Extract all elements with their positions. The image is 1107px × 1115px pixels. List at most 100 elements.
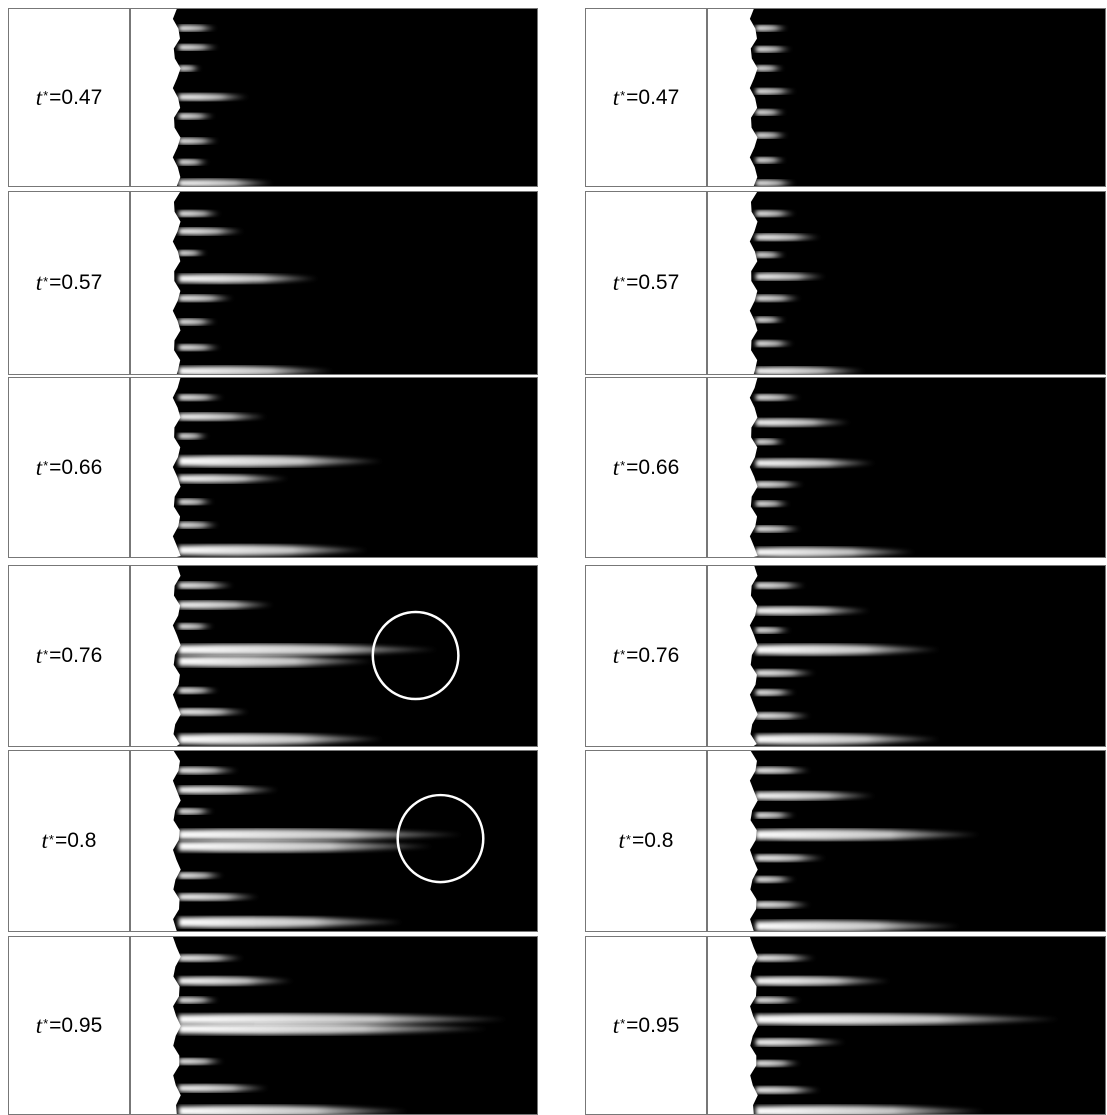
finger-plume (178, 582, 234, 589)
time-symbol: t (41, 828, 48, 853)
finger-plume (755, 109, 786, 116)
finger-plume (755, 394, 801, 401)
finger-plume (755, 500, 790, 507)
simulation-snapshot (130, 377, 538, 558)
finger-plume (755, 996, 801, 1004)
finger-plume (178, 344, 221, 351)
finger-plume (178, 808, 214, 815)
snapshot-canvas (131, 192, 334, 374)
simulation-snapshot (707, 936, 1106, 1115)
snapshot-canvas (708, 751, 980, 931)
time-superscript: * (625, 831, 631, 847)
finger-plume (178, 733, 383, 745)
finger-plume (178, 976, 294, 986)
finger-plume (178, 44, 219, 51)
finger-plume (755, 458, 876, 468)
light-fluid-region (708, 566, 758, 746)
time-label: t * =0.76 (585, 565, 707, 747)
simulation-snapshot (707, 191, 1106, 375)
finger-plume (755, 157, 786, 164)
time-label: t * =0.8 (585, 750, 707, 932)
time-value: =0.76 (49, 644, 103, 667)
snapshot-canvas (708, 9, 796, 186)
time-superscript: * (43, 1016, 49, 1031)
time-label: t * =0.57 (8, 191, 130, 375)
finger-plume (755, 976, 891, 986)
time-label: t * =0.47 (585, 8, 707, 187)
finger-plume (178, 600, 274, 609)
finger-plume (178, 1058, 224, 1065)
time-symbol: t (612, 1012, 620, 1038)
finger-plume (178, 997, 219, 1004)
time-label: t * =0.57 (585, 191, 707, 375)
finger-plume (178, 544, 368, 556)
time-superscript: * (620, 458, 626, 473)
finger-plume (755, 88, 796, 95)
snapshot-canvas (131, 378, 383, 557)
simulation-snapshot (130, 936, 538, 1115)
finger-plume (755, 812, 796, 819)
finger-plume (178, 655, 373, 667)
simulation-snapshot (130, 191, 538, 375)
time-value: =0.57 (626, 271, 680, 294)
simulation-snapshot (707, 565, 1106, 747)
snapshot-canvas (708, 192, 866, 374)
time-symbol: t (35, 84, 43, 110)
finger-plume (178, 1105, 408, 1114)
finger-plume (755, 1038, 846, 1047)
light-fluid-region (708, 192, 758, 374)
finger-plume (755, 340, 794, 347)
finger-plume (755, 644, 940, 655)
finger-plume (755, 829, 980, 841)
simulation-snapshot (707, 750, 1106, 932)
time-value: =0.66 (49, 455, 103, 479)
finger-plume (755, 901, 811, 909)
time-superscript: * (620, 646, 626, 662)
finger-plume (755, 791, 876, 801)
light-fluid-region (131, 378, 181, 557)
finger-plume (755, 669, 816, 677)
time-symbol: t (35, 454, 43, 480)
time-value: =0.66 (626, 455, 680, 479)
light-fluid-region (131, 9, 181, 186)
finger-plume (755, 525, 801, 533)
finger-plume (755, 210, 796, 217)
time-symbol: t (35, 1012, 43, 1038)
time-value: =0.47 (49, 85, 103, 109)
snapshot-canvas (131, 751, 485, 931)
light-fluid-region (708, 9, 758, 186)
time-symbol: t (612, 270, 620, 295)
time-value: =0.57 (49, 271, 103, 294)
finger-plume (755, 46, 792, 53)
finger-plume (178, 159, 209, 166)
finger-plume (178, 954, 244, 962)
time-value: =0.8 (631, 829, 674, 852)
finger-plume (755, 854, 826, 862)
time-symbol: t (612, 454, 620, 480)
finger-plume (755, 180, 796, 186)
finger-plume (755, 767, 811, 774)
time-superscript: * (620, 1016, 626, 1031)
light-fluid-region (131, 937, 181, 1114)
time-label: t * =0.66 (8, 377, 130, 558)
finger-plume (755, 712, 811, 720)
time-value: =0.8 (54, 829, 97, 852)
finger-plume (755, 481, 804, 488)
time-symbol: t (612, 643, 620, 668)
finger-plume (178, 179, 274, 186)
finger-plume (178, 644, 438, 656)
finger-plume (755, 366, 866, 374)
finger-plume (178, 767, 239, 774)
light-fluid-region (131, 566, 181, 746)
finger-plume (178, 474, 289, 483)
finger-plume (178, 840, 433, 852)
finger-plume (178, 227, 244, 235)
snapshot-canvas (131, 9, 274, 186)
time-value: =0.95 (49, 1013, 103, 1037)
finger-plume (178, 366, 334, 374)
time-label: t * =0.8 (8, 750, 130, 932)
snapshot-canvas (708, 937, 1060, 1114)
light-fluid-region (131, 751, 181, 931)
finger-plume (755, 132, 788, 139)
